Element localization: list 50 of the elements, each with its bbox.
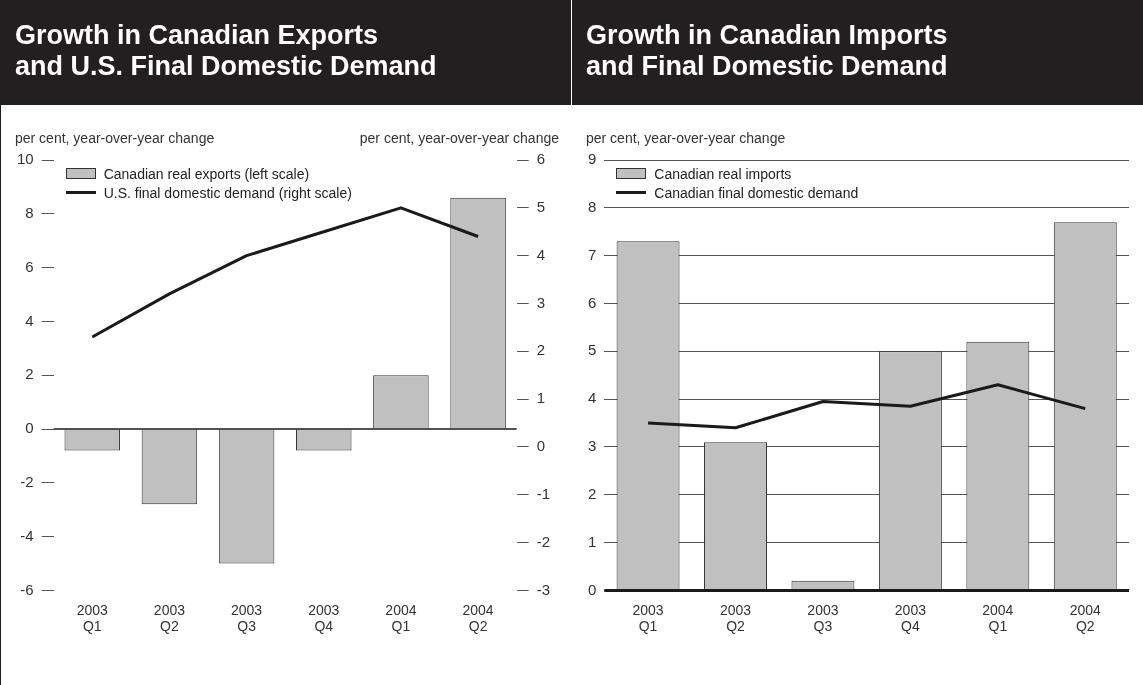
y2-tick-label: 5 bbox=[536, 197, 546, 215]
x-tick-label: 2004 Q2 bbox=[462, 601, 494, 635]
y-tick-label: 4 bbox=[25, 311, 34, 329]
legend-label: Canadian real exports (left scale) bbox=[103, 165, 310, 182]
x-tick-label: 2003 Q4 bbox=[894, 601, 927, 635]
y-tick-label: 7 bbox=[588, 245, 597, 263]
y-tick-label: 2 bbox=[588, 484, 597, 502]
x-tick-label: 2003 Q1 bbox=[632, 601, 664, 635]
chart-title: Growth in Canadian Exports and U.S. Final Domestic Demand bbox=[1, 0, 571, 105]
x-tick-label: 2003 Q4 bbox=[308, 601, 340, 635]
y-tick-label: 0 bbox=[588, 580, 597, 598]
legend-label: Canadian real imports bbox=[654, 165, 792, 182]
y2-tick-label: 4 bbox=[536, 245, 546, 263]
y-tick-label: 9 bbox=[588, 150, 597, 168]
y-tick-label: 1 bbox=[588, 532, 597, 550]
y2-tick-label: -2 bbox=[536, 532, 551, 550]
y2-tick-label: 0 bbox=[536, 437, 546, 455]
y-tick-label: 8 bbox=[25, 203, 34, 221]
y-tick-label: 8 bbox=[588, 197, 597, 215]
y-tick-label: 4 bbox=[588, 389, 597, 407]
x-tick-label: 2004 Q1 bbox=[385, 601, 417, 635]
x-tick-label: 2003 Q3 bbox=[807, 601, 839, 635]
y-tick-label: 6 bbox=[25, 257, 34, 275]
y-tick-label: 3 bbox=[588, 437, 597, 455]
y-axis-title: per cent, year-over-year change bbox=[15, 130, 215, 146]
x-tick-label: 2004 Q2 bbox=[1069, 601, 1102, 635]
y-tick-label: 6 bbox=[588, 293, 597, 311]
x-tick-label: 2003 Q3 bbox=[231, 601, 263, 635]
legend-label: Canadian final domestic demand bbox=[654, 184, 859, 201]
x-tick-label: 2003 Q1 bbox=[76, 601, 109, 635]
y-tick-label: -4 bbox=[20, 526, 34, 544]
chart-title: Growth in Canadian Imports and Final Domestic Demand bbox=[572, 0, 1143, 105]
y-axis-title: per cent, year-over-year change bbox=[586, 130, 786, 146]
y-tick-label: 2 bbox=[25, 365, 34, 383]
y2-tick-label: 6 bbox=[536, 150, 546, 168]
y-tick-label: 5 bbox=[588, 341, 597, 359]
y-tick-label: 0 bbox=[25, 419, 34, 437]
x-tick-label: 2004 Q1 bbox=[982, 601, 1014, 635]
x-tick-label: 2003 Q2 bbox=[719, 601, 752, 635]
y2-tick-label: -3 bbox=[536, 580, 551, 598]
y2-tick-label: 3 bbox=[536, 293, 546, 311]
y-tick-label: -2 bbox=[20, 472, 34, 490]
legend-label: U.S. final domestic demand (right scale) bbox=[103, 184, 352, 201]
y2-tick-label: -1 bbox=[536, 484, 551, 502]
y2-tick-label: 2 bbox=[536, 341, 546, 359]
y-tick-label: -6 bbox=[20, 580, 34, 598]
y2-axis-title: per cent, year-over-year change bbox=[359, 130, 559, 146]
y2-tick-label: 1 bbox=[536, 389, 546, 407]
y-tick-label: 10 bbox=[17, 150, 34, 168]
x-tick-label: 2003 Q2 bbox=[153, 601, 186, 635]
